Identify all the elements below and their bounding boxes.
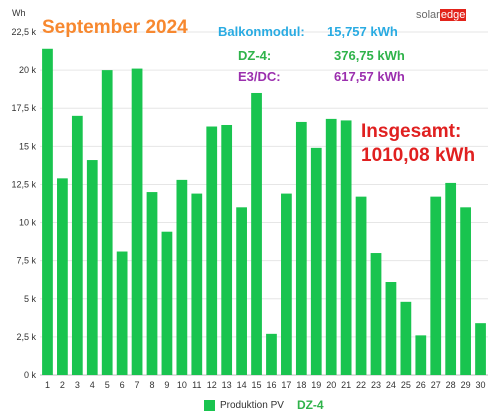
y-tick-label: 7,5 k bbox=[16, 256, 36, 266]
x-tick-label: 10 bbox=[177, 380, 187, 390]
grid-lines bbox=[40, 31, 488, 376]
dz4-value: 376,75 kWh bbox=[334, 48, 405, 63]
bar bbox=[340, 120, 352, 375]
bar bbox=[236, 207, 247, 375]
bar bbox=[57, 178, 68, 375]
y-tick-label: 2,5 k bbox=[16, 332, 36, 342]
x-tick-label: 5 bbox=[105, 380, 110, 390]
bar bbox=[281, 193, 292, 375]
x-tick-label: 4 bbox=[90, 380, 95, 390]
x-tick-label: 13 bbox=[222, 380, 232, 390]
bar bbox=[86, 160, 98, 375]
y-tick-label: 0 k bbox=[24, 370, 37, 380]
bar bbox=[42, 48, 53, 375]
x-tick-label: 18 bbox=[296, 380, 306, 390]
e3dc-value: 617,57 kWh bbox=[334, 69, 405, 84]
dz4-label: DZ-4: bbox=[238, 48, 272, 63]
bar bbox=[146, 192, 158, 375]
x-tick-label: 17 bbox=[281, 380, 291, 390]
balkon-value: 15,757 kWh bbox=[327, 24, 398, 39]
x-tick-label: 7 bbox=[135, 380, 140, 390]
bar bbox=[445, 182, 457, 375]
logo-part-solar: solar bbox=[416, 9, 440, 21]
x-tick-label: 9 bbox=[164, 380, 169, 390]
x-tick-label: 28 bbox=[446, 380, 456, 390]
legend-series-label: Produktion PV bbox=[220, 399, 284, 411]
x-tick-label: 14 bbox=[237, 380, 247, 390]
bar bbox=[176, 179, 188, 375]
y-axis-labels: 0 k 2,5 k 5 k 7,5 k 10 k 12,5 k 15 k 17,5 k 20 k… bbox=[11, 27, 36, 380]
bar bbox=[206, 126, 218, 375]
x-tick-label: 25 bbox=[401, 380, 411, 390]
bar bbox=[131, 68, 143, 375]
bar bbox=[221, 124, 233, 375]
bar bbox=[191, 193, 203, 375]
x-tick-label: 1 bbox=[45, 380, 50, 390]
y-tick-label: 22,5 k bbox=[11, 27, 36, 37]
x-tick-label: 22 bbox=[356, 380, 366, 390]
x-tick-label: 30 bbox=[476, 380, 486, 390]
total-value: 1010,08 kWh bbox=[361, 145, 476, 166]
x-tick-label: 8 bbox=[149, 380, 154, 390]
bar bbox=[295, 121, 307, 375]
bar bbox=[71, 115, 83, 375]
y-axis-unit: Wh bbox=[12, 8, 26, 18]
bars bbox=[42, 48, 486, 375]
y-tick-label: 20 k bbox=[19, 65, 37, 75]
legend-tag: DZ-4 bbox=[296, 398, 324, 412]
bar bbox=[415, 335, 427, 375]
y-tick-label: 15 k bbox=[19, 141, 37, 151]
x-tick-label: 23 bbox=[371, 380, 381, 390]
y-tick-label: 12,5 k bbox=[11, 179, 36, 189]
solaredge-logo: solaredge bbox=[416, 9, 467, 21]
bar bbox=[385, 282, 397, 375]
y-tick-label: 17,5 k bbox=[11, 103, 36, 113]
bar bbox=[370, 253, 382, 375]
bar bbox=[251, 92, 262, 375]
bar bbox=[266, 333, 277, 375]
x-tick-label: 3 bbox=[75, 380, 80, 390]
y-tick-label: 10 k bbox=[19, 218, 37, 228]
x-tick-label: 20 bbox=[326, 380, 336, 390]
bar bbox=[116, 251, 128, 375]
x-tick-label: 2 bbox=[60, 380, 65, 390]
y-tick-label: 5 k bbox=[24, 294, 37, 304]
chart-title: September 2024 bbox=[42, 17, 188, 38]
bar bbox=[430, 196, 442, 375]
bar bbox=[355, 196, 367, 375]
x-tick-label: 11 bbox=[192, 380, 201, 390]
x-tick-label: 24 bbox=[386, 380, 396, 390]
e3dc-label: E3/DC: bbox=[238, 69, 281, 84]
total-label: Insgesamt: bbox=[361, 121, 462, 142]
x-tick-label: 6 bbox=[120, 380, 125, 390]
legend: Produktion PV DZ-4 bbox=[204, 398, 324, 412]
bar bbox=[161, 231, 173, 375]
bar bbox=[460, 207, 471, 375]
x-tick-label: 19 bbox=[311, 380, 321, 390]
bar bbox=[325, 118, 337, 375]
balkon-label: Balkonmodul: bbox=[218, 24, 305, 39]
legend-swatch bbox=[204, 399, 215, 411]
bar bbox=[310, 147, 322, 375]
x-tick-label: 27 bbox=[431, 380, 441, 390]
x-tick-label: 29 bbox=[461, 380, 471, 390]
logo-part-edge: edge bbox=[439, 9, 467, 21]
bar bbox=[101, 70, 113, 375]
x-axis-labels: 1 2 3 4 5 6 7 8 9 10 11 12 13 14 15 16 17 18 19 20 21 22 23 24 2… bbox=[45, 380, 486, 390]
x-tick-label: 21 bbox=[341, 380, 351, 390]
x-tick-label: 16 bbox=[266, 380, 276, 390]
x-tick-label: 12 bbox=[207, 380, 217, 390]
bar bbox=[400, 301, 412, 375]
x-tick-label: 26 bbox=[416, 380, 426, 390]
x-tick-label: 15 bbox=[252, 380, 262, 390]
bar bbox=[475, 323, 486, 375]
